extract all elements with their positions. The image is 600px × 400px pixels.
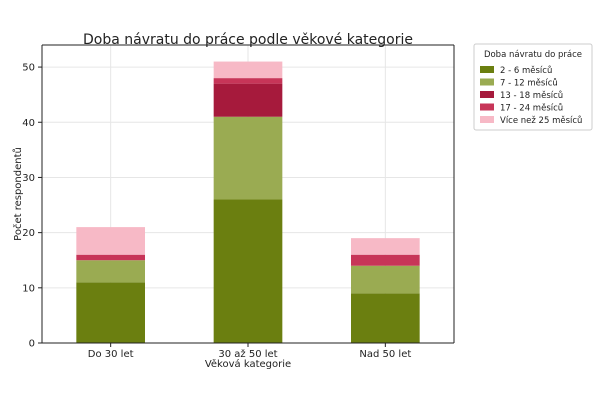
- bar-segment: [213, 61, 283, 79]
- y-axis-label: Počet respondentů: [12, 147, 24, 241]
- bar-segment: [351, 238, 420, 255]
- bar-segment: [213, 78, 283, 84]
- x-tick-label: Nad 50 let: [359, 349, 411, 360]
- legend-entry: 2 - 6 měsíců: [500, 65, 552, 76]
- y-tick-label: 40: [22, 118, 35, 129]
- chart-title: Doba návratu do práce podle věkové kateg…: [83, 32, 413, 48]
- bar-segment: [76, 227, 145, 255]
- bar-segment: [213, 199, 283, 343]
- bar-segment: [213, 116, 283, 200]
- legend-swatch: [480, 116, 494, 123]
- y-tick-label: 50: [22, 63, 35, 74]
- y-tick-label: 20: [22, 228, 35, 239]
- bar-segment: [76, 260, 145, 283]
- legend-title: Doba návratu do práce: [484, 50, 582, 60]
- legend-swatch: [480, 78, 494, 86]
- y-tick-label: 10: [22, 283, 35, 294]
- x-ticks: Do 30 let 30 až 50 let Nad 50 let: [88, 343, 411, 360]
- bar-segment: [76, 254, 145, 261]
- bars: [76, 61, 420, 343]
- bar-segment: [351, 254, 420, 266]
- legend-box: [473, 43, 593, 131]
- legend-swatch: [480, 66, 494, 73]
- bar-segment: [351, 293, 420, 343]
- legend-entry: 13 - 18 měsíců: [500, 90, 563, 101]
- y-ticks: 0 10 20 30 40 50: [22, 63, 42, 350]
- legend-swatch: [480, 103, 494, 111]
- x-tick-label: 30 až 50 let: [218, 348, 277, 360]
- legend: Doba návratu do práce 2 - 6 měsíců 7 - 12 …: [473, 43, 593, 131]
- bar-segment: [213, 83, 283, 117]
- y-tick-label: 30: [22, 173, 35, 184]
- legend-swatch: [480, 91, 494, 98]
- y-tick-label: 0: [29, 339, 35, 350]
- bar-segment: [351, 265, 420, 294]
- x-axis-label: Věková kategorie: [205, 358, 291, 370]
- legend-entry: 7 - 12 měsíců: [500, 78, 558, 89]
- legend-entry: 17 - 24 měsíců: [500, 103, 563, 114]
- legend-entry: Více než 25 měsíců: [500, 115, 582, 126]
- x-tick-label: Do 30 let: [88, 349, 134, 360]
- bar-segment: [76, 282, 145, 343]
